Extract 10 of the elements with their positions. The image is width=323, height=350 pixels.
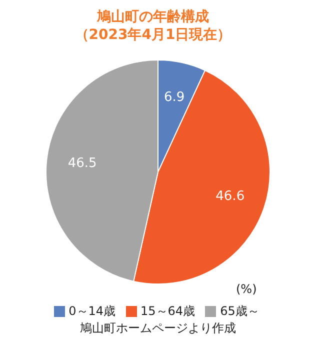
text: 鳩山町ホームページより作成 [79,320,237,337]
data-label: 46.5 [68,156,97,172]
legend-label: 65歳～ [220,304,260,318]
chart-subtitle: （2023年4月1日現在） [74,26,232,44]
data-label: 6.9 [164,90,185,106]
legend-label: 0～14歳 [68,304,116,318]
chart-title: 鳩山町の年齢構成 [96,8,210,26]
legend-label: 15～64歳 [140,304,196,318]
text: (%) [236,282,257,296]
data-label: 46.6 [216,188,245,204]
